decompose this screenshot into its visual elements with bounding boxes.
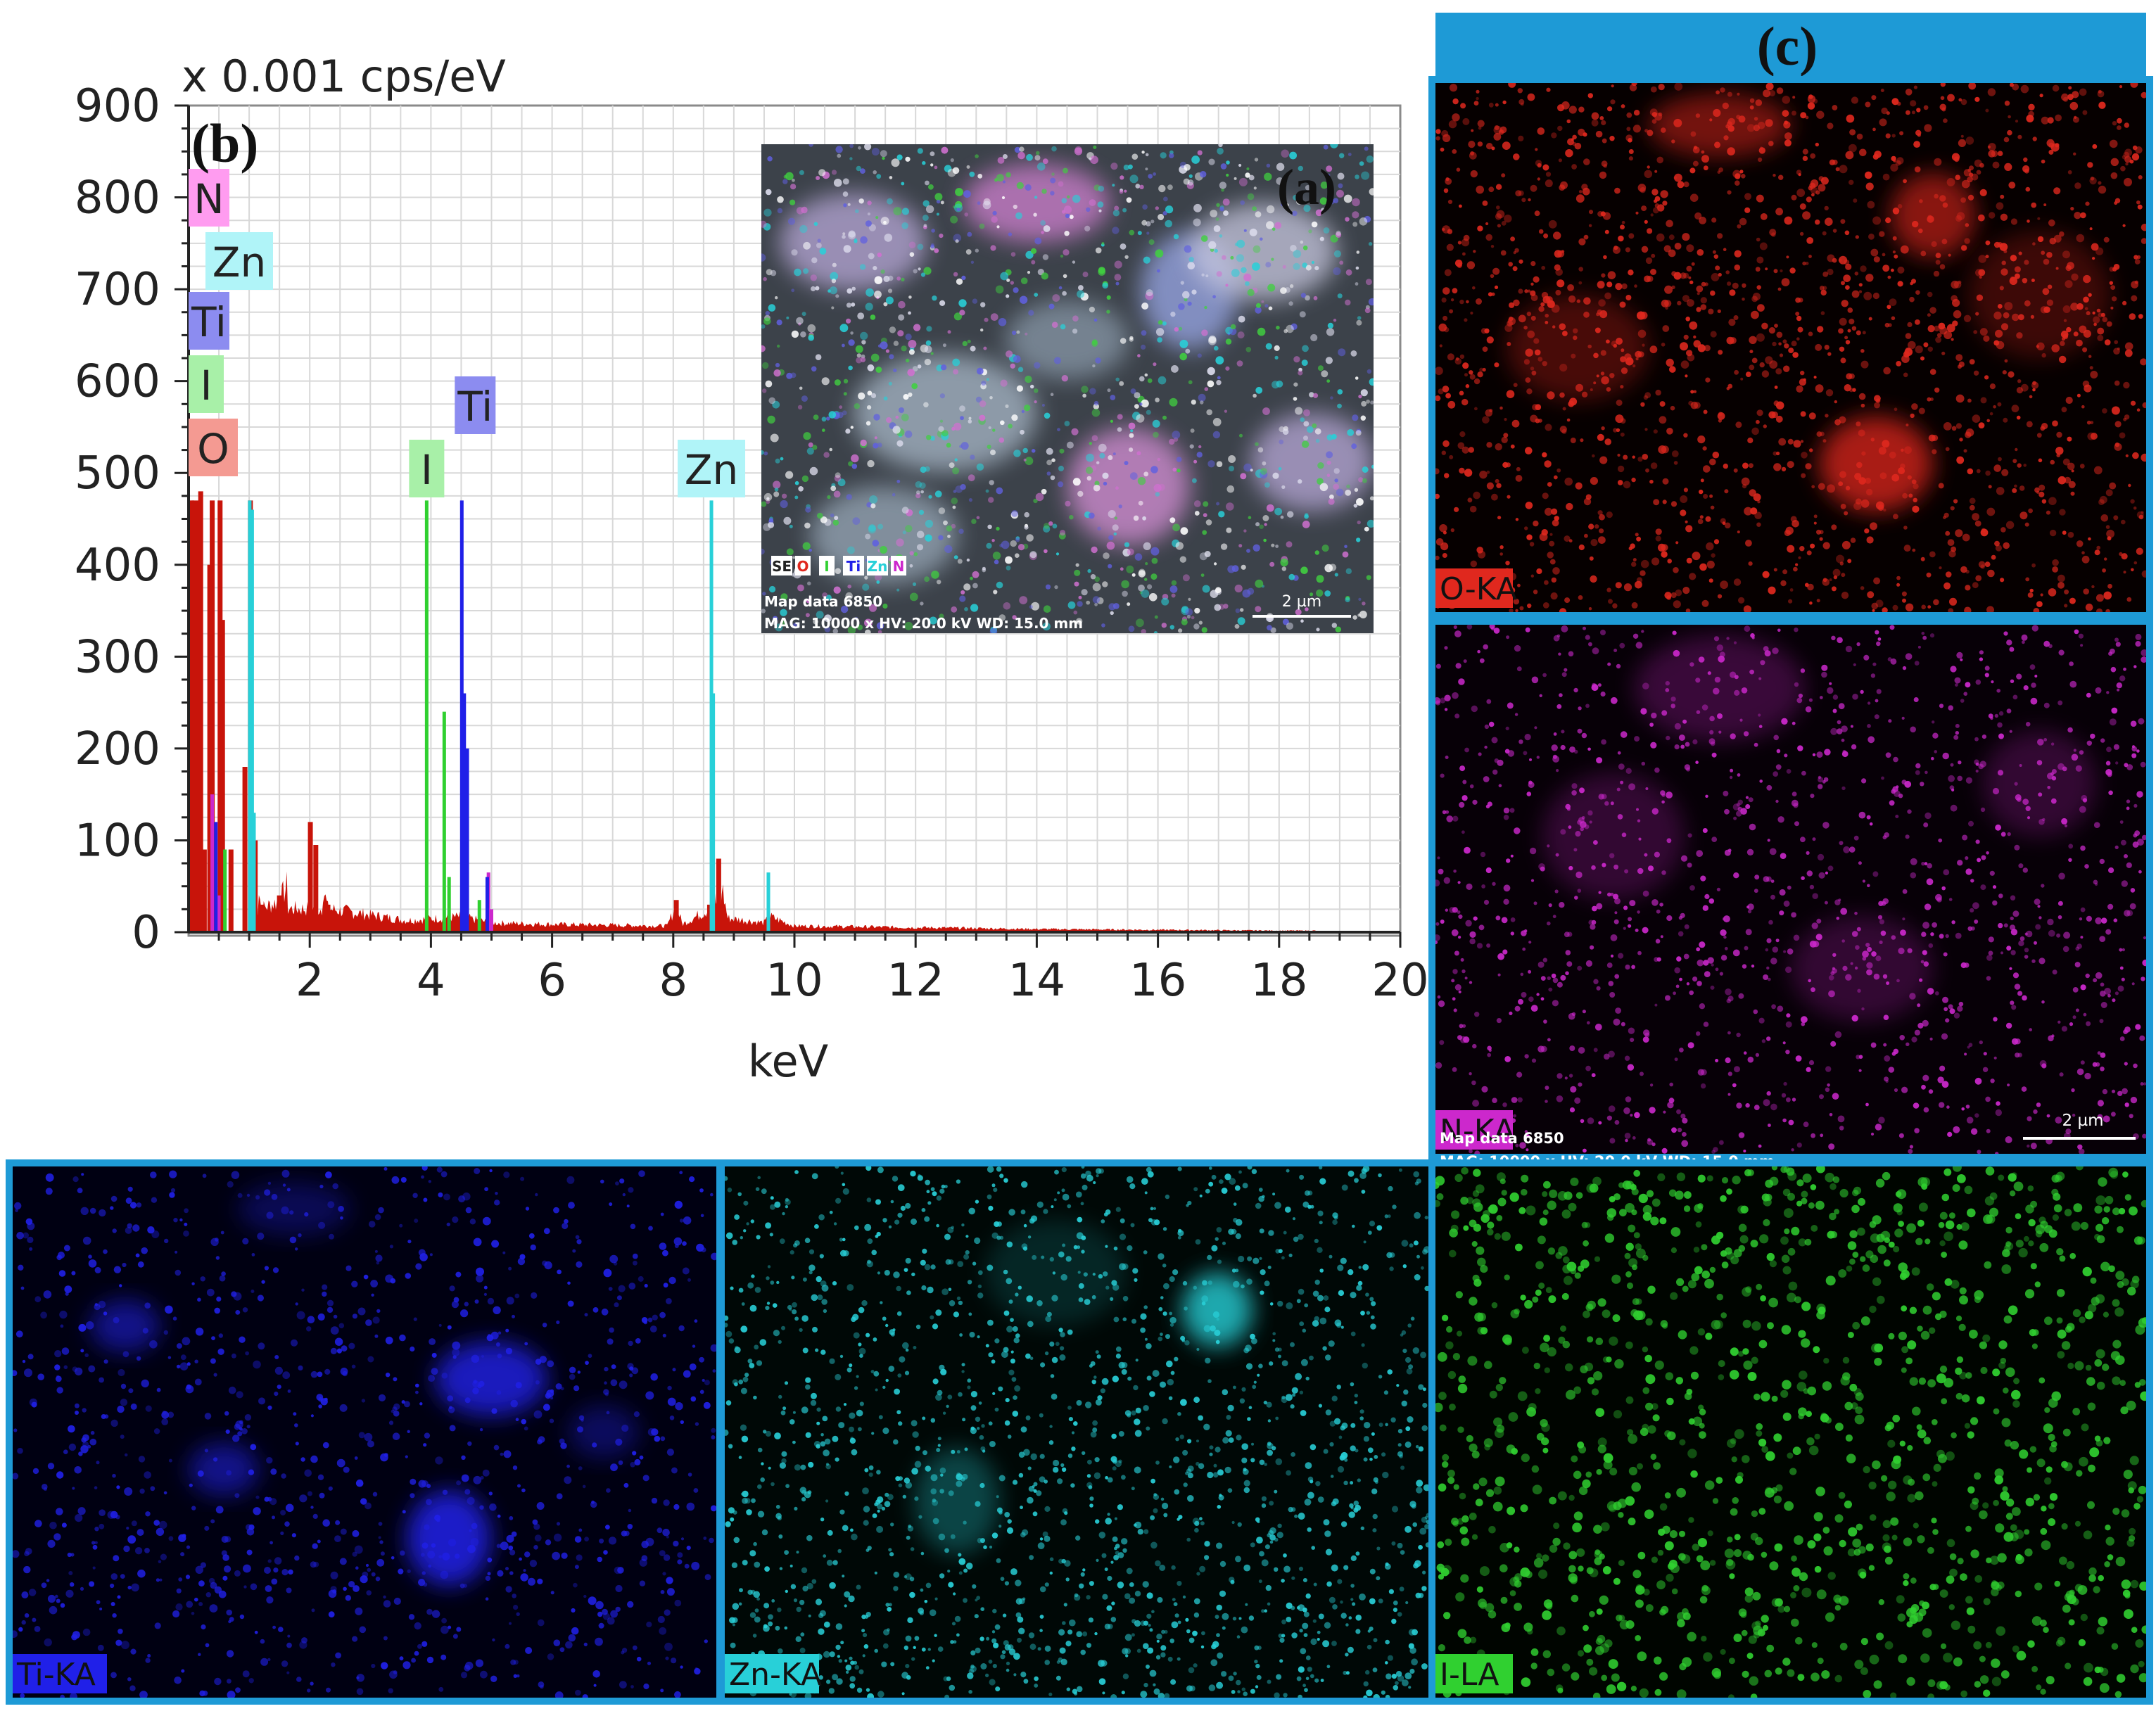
y-tick-label: 900 [75,80,160,132]
inset-legend-i: I [819,556,835,575]
x-tick-label: 12 [887,955,944,1007]
x-tick-label: 4 [417,955,445,1007]
svg-text:O: O [197,425,229,473]
y-tick-label: 200 [75,723,160,775]
element-tag-i: I [189,355,224,413]
y-tick-label: 800 [75,172,160,224]
axes: 2 4 6 8 10 12 14 16 18 20010020030040050060070080… [75,80,1429,1007]
map-label-n-ka: N-KA [1435,1110,1515,1150]
svg-text:Ti: Ti [191,298,227,346]
spectrum-background [255,871,1316,932]
svg-text:N-KA: N-KA [1440,1113,1515,1149]
inset-legend-o: O [795,556,811,575]
y-tick-label: 300 [75,631,160,683]
svg-text:I: I [421,446,433,494]
y-tick-label: 400 [75,540,160,592]
map-label-i-la: I-LA [1435,1654,1513,1693]
svg-text:Ti: Ti [846,558,861,575]
element-tag-zn: Zn [678,440,746,497]
map-label-zn-ka: Zn-KA [725,1654,822,1693]
x-tick-label: 14 [1008,955,1065,1007]
inset-meta-line1: Map data 6850 [764,593,882,610]
x-tick-label: 6 [538,955,566,1007]
inset-meta-line2: MAG: 10000 x HV: 20.0 kV WD: 15.0 mm [764,615,1083,632]
inset-legend-se: SE [771,556,792,575]
svg-text:SE: SE [772,558,792,575]
x-tick-label: 18 [1250,955,1307,1007]
y-tick-label: 0 [132,907,160,959]
inset-legend-zn: Zn [867,556,888,575]
map-zn-ka: Zn-KA [718,1159,1435,1705]
map-o-ka: O-KA [1428,76,2153,619]
x-tick-label: 20 [1371,955,1428,1007]
y-tick-label: 100 [75,815,160,867]
inset-overlay-map: (a) SE O I Ti Zn N Map data 6850 MAG: 10000 x… [761,144,1374,633]
panel-c-header [1435,13,2146,83]
x-axis-label: keV [748,1036,828,1087]
svg-text:O: O [797,558,808,575]
x-tick-label: 10 [766,955,823,1007]
inset-scale-label: 2 µm [1282,593,1321,611]
map-label-o-ka: O-KA [1435,568,1517,608]
map-label-ti-ka: Ti-KA [13,1654,107,1693]
svg-text:Zn: Zn [868,558,888,575]
spectrum-series [189,491,1316,932]
x-tick-label: 16 [1129,955,1186,1007]
map-ti-ka: Ti-KA [6,1159,723,1705]
element-tag-zn: Zn [205,232,273,290]
element-tag-n: N [189,169,229,227]
svg-text:O-KA: O-KA [1440,571,1517,607]
panel-label-a: (a) [1277,159,1336,215]
svg-text:Zn: Zn [685,446,739,494]
inset-legend: SE O I Ti Zn N [771,556,906,575]
inset-legend-ti: Ti [843,556,864,575]
y-tick-label: 500 [75,447,160,500]
inset-texture [761,144,1374,633]
panel-label-b: (b) [191,113,258,174]
inset-legend-n: N [891,556,906,575]
svg-text:Ti: Ti [457,383,493,431]
element-tag-ti: Ti [455,376,496,434]
x-tick-label: 2 [296,955,324,1007]
map-i-la: I-LA [1428,1159,2153,1705]
svg-text:I: I [824,558,829,575]
map-meta-line1: Map data 6850 [1440,1130,1564,1147]
y-unit-label: x 0.001 cps/eV [182,51,506,102]
element-tag-ti: Ti [189,292,229,350]
svg-text:N: N [194,175,224,223]
y-tick-label: 600 [75,356,160,408]
panel-label-c: (c) [1757,15,1818,77]
y-tick-label: 700 [75,264,160,316]
element-tag-i: I [409,440,445,497]
element-tag-o: O [189,419,238,476]
x-tick-label: 8 [659,955,687,1007]
svg-text:I: I [200,362,212,409]
peak-o-block [191,500,200,932]
svg-text:N: N [893,558,905,575]
map-scale-label: 2 µm [2062,1112,2104,1130]
svg-text:Zn: Zn [213,238,267,286]
